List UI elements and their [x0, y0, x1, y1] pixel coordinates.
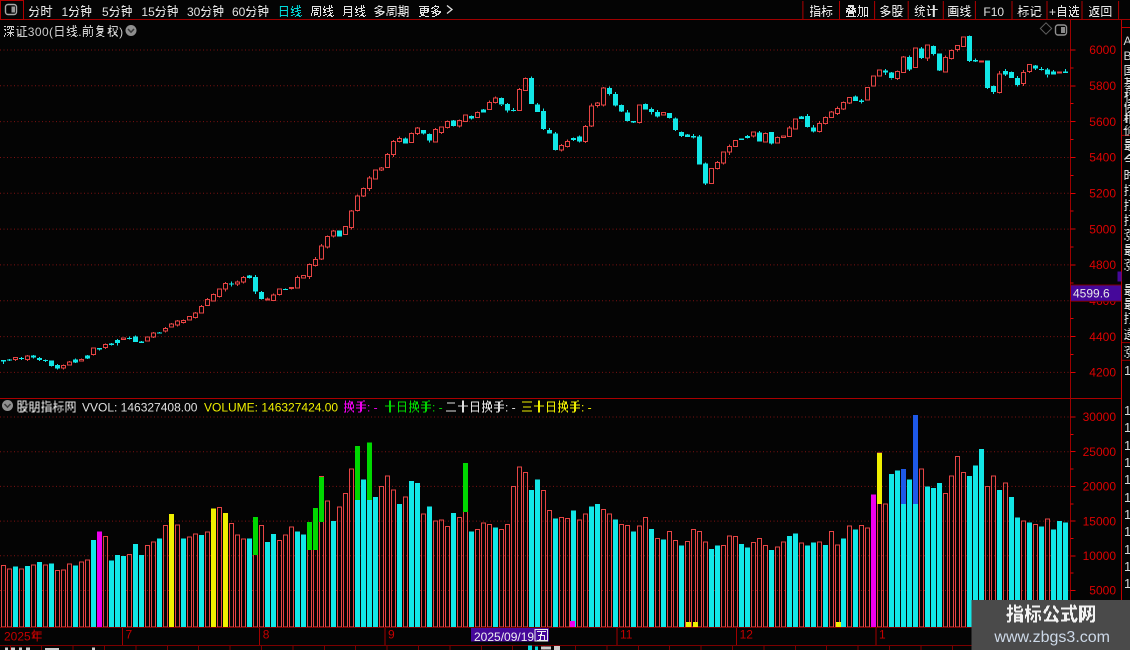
svg-text:6000: 6000: [1089, 43, 1116, 57]
svg-text:30: 30: [187, 5, 201, 19]
svg-text:1: 1: [1124, 420, 1130, 435]
svg-text:60: 60: [232, 5, 246, 19]
svg-text:25000: 25000: [1083, 445, 1117, 459]
svg-text:8: 8: [263, 628, 270, 642]
svg-text:20000: 20000: [1083, 480, 1117, 494]
svg-text:10000: 10000: [1083, 549, 1117, 563]
svg-text:30000: 30000: [1083, 410, 1117, 424]
svg-text:): ): [119, 25, 123, 39]
svg-text:B: B: [1124, 49, 1130, 63]
svg-text:: -: : -: [367, 401, 378, 415]
svg-text:1: 1: [1124, 455, 1130, 470]
svg-text:1: 1: [1124, 542, 1130, 557]
svg-text:5600: 5600: [1089, 115, 1116, 129]
svg-text:VVOL: 146327408.00: VVOL: 146327408.00: [82, 401, 198, 415]
svg-text:1: 1: [1124, 363, 1130, 378]
svg-text:+: +: [1049, 5, 1056, 19]
svg-text:1: 1: [1124, 490, 1130, 505]
svg-text:F10: F10: [983, 5, 1004, 19]
svg-text:VOLUME: 146327424.00: VOLUME: 146327424.00: [204, 401, 338, 415]
svg-text:5200: 5200: [1089, 187, 1116, 201]
svg-text:15000: 15000: [1083, 514, 1117, 528]
svg-text:1: 1: [1124, 472, 1130, 487]
svg-text:5: 5: [102, 5, 109, 19]
svg-text:4400: 4400: [1089, 330, 1116, 344]
svg-text:1: 1: [879, 628, 886, 642]
svg-text:7: 7: [126, 628, 133, 642]
svg-text:12: 12: [740, 628, 754, 642]
svg-text:2025: 2025: [4, 630, 31, 644]
svg-text:: -: : -: [581, 401, 592, 415]
svg-text:5800: 5800: [1089, 79, 1116, 93]
svg-text:5000: 5000: [1089, 584, 1116, 598]
svg-text:1: 1: [1124, 403, 1130, 418]
svg-text:1: 1: [1124, 559, 1130, 574]
svg-text:1: 1: [62, 5, 69, 19]
svg-text:4800: 4800: [1089, 258, 1116, 272]
svg-text:4200: 4200: [1089, 366, 1116, 380]
svg-text:1: 1: [1124, 576, 1130, 591]
svg-text:9: 9: [388, 628, 395, 642]
svg-text:300(: 300(: [28, 25, 54, 39]
svg-text:1: 1: [1124, 507, 1130, 522]
svg-text:1: 1: [1124, 524, 1130, 539]
svg-text:11: 11: [620, 628, 633, 642]
svg-text:A: A: [1124, 34, 1130, 48]
svg-text:4599.6: 4599.6: [1073, 287, 1110, 301]
svg-text:1: 1: [1124, 438, 1130, 453]
svg-text:: -: : -: [505, 401, 516, 415]
svg-text:: -: : -: [432, 401, 443, 415]
svg-text:5400: 5400: [1089, 151, 1116, 165]
svg-text:.: .: [78, 25, 82, 39]
svg-text:2025/09/19: 2025/09/19: [474, 630, 534, 644]
svg-text:5000: 5000: [1089, 222, 1116, 236]
svg-text:www.zbgs3.com: www.zbgs3.com: [993, 629, 1110, 646]
svg-text:15: 15: [141, 5, 155, 19]
